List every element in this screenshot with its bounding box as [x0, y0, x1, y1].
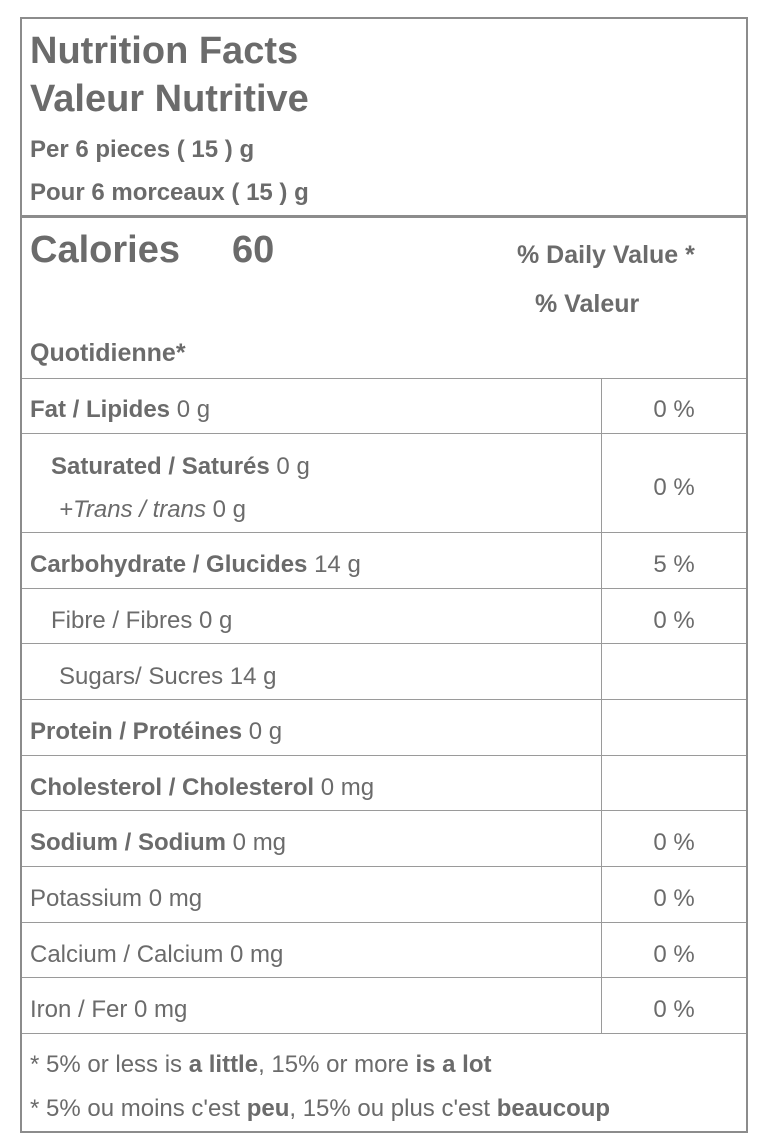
footnote-fr-text: * 5% ou moins c'est	[30, 1095, 247, 1122]
saturated-row: Saturated / Saturés 0 g	[51, 453, 310, 481]
footnote-fr: * 5% ou moins c'est peu, 15% ou plus c'e…	[30, 1095, 610, 1123]
divider	[22, 378, 746, 379]
footnote-en-text: * 5% or less is	[30, 1051, 189, 1078]
carbohydrate-dv: 5 %	[653, 551, 695, 578]
dv-column-separator	[601, 811, 602, 1034]
fat-row: Fat / Lipides 0 g	[30, 396, 210, 424]
footnote-en-little: a little	[188, 1051, 259, 1078]
protein-row: Protein / Protéines 0 g	[30, 718, 282, 746]
divider	[22, 699, 746, 700]
calories-label: Calories	[30, 229, 180, 271]
divider	[22, 433, 746, 434]
footnote-en-text-mid: , 15% or more	[258, 1051, 416, 1078]
fibre-row: Fibre / Fibres 0 g	[51, 607, 233, 634]
nutrition-facts-label: Nutrition Facts Valeur Nutritive Per 6 p…	[20, 17, 748, 1133]
sodium-row: Sodium / Sodium 0 mg	[30, 829, 286, 857]
daily-value-heading-en: % Daily Value *	[517, 241, 695, 269]
protein-name: Protein / Protéines	[30, 718, 243, 745]
saturated-trans-dv: 0 %	[653, 474, 695, 501]
iron-row: Iron / Fer 0 mg	[30, 996, 188, 1023]
divider	[22, 588, 746, 589]
footnote-fr-peu: peu	[246, 1095, 290, 1122]
saturated-amount: 0 g	[276, 453, 310, 480]
carbohydrate-name: Carbohydrate / Glucides	[30, 551, 308, 578]
potassium-dv: 0 %	[653, 885, 695, 912]
calcium-row: Calcium / Calcium 0 mg	[30, 941, 284, 968]
dv-column-separator	[601, 589, 602, 644]
divider	[22, 866, 746, 867]
title-fr: Valeur Nutritive	[30, 78, 309, 120]
divider	[22, 532, 746, 533]
divider	[22, 810, 746, 811]
calcium-dv: 0 %	[653, 941, 695, 968]
protein-amount: 0 g	[248, 718, 283, 745]
daily-value-heading-fr: % Valeur	[535, 290, 640, 318]
calories-value: 60	[232, 229, 275, 271]
carbohydrate-row: Carbohydrate / Glucides 14 g	[30, 551, 361, 579]
footnote-en: * 5% or less is a little, 15% or more is…	[30, 1051, 492, 1079]
footnote-en-lot: is a lot	[415, 1051, 492, 1078]
sodium-name: Sodium / Sodium	[30, 829, 226, 856]
divider	[22, 977, 746, 978]
saturated-name: Saturated / Saturés	[51, 453, 270, 480]
trans-amount: 0 g	[212, 496, 246, 523]
cholesterol-row: Cholesterol / Cholesterol 0 mg	[30, 774, 374, 802]
sugars-row: Sugars/ Sucres 14 g	[59, 663, 277, 690]
potassium-row: Potassium 0 mg	[30, 885, 203, 912]
sodium-amount: 0 mg	[232, 829, 287, 856]
fat-name: Fat / Lipides	[30, 396, 171, 423]
divider	[22, 755, 746, 756]
fat-amount: 0 g	[176, 396, 211, 423]
carbohydrate-amount: 14 g	[314, 551, 361, 578]
divider	[22, 922, 746, 923]
trans-row: +Trans / trans 0 g	[59, 496, 246, 524]
title-en: Nutrition Facts	[30, 30, 299, 72]
footnote-fr-beaucoup: beaucoup	[496, 1095, 611, 1122]
iron-dv: 0 %	[653, 996, 695, 1023]
fibre-dv: 0 %	[653, 607, 695, 634]
serving-size-en: Per 6 pieces ( 15 ) g	[30, 136, 255, 163]
sodium-dv: 0 %	[653, 829, 695, 856]
daily-value-heading-fr-cont: Quotidienne*	[30, 339, 186, 367]
cholesterol-name: Cholesterol / Cholesterol	[30, 774, 315, 801]
header-divider	[22, 215, 746, 218]
fat-dv: 0 %	[653, 396, 695, 423]
trans-name: +Trans / trans	[59, 496, 206, 523]
footnote-fr-text-mid: , 15% ou plus c'est	[289, 1095, 497, 1122]
divider	[22, 1033, 746, 1034]
cholesterol-amount: 0 mg	[320, 774, 375, 801]
serving-size-fr: Pour 6 morceaux ( 15 ) g	[30, 179, 309, 206]
divider	[22, 643, 746, 644]
